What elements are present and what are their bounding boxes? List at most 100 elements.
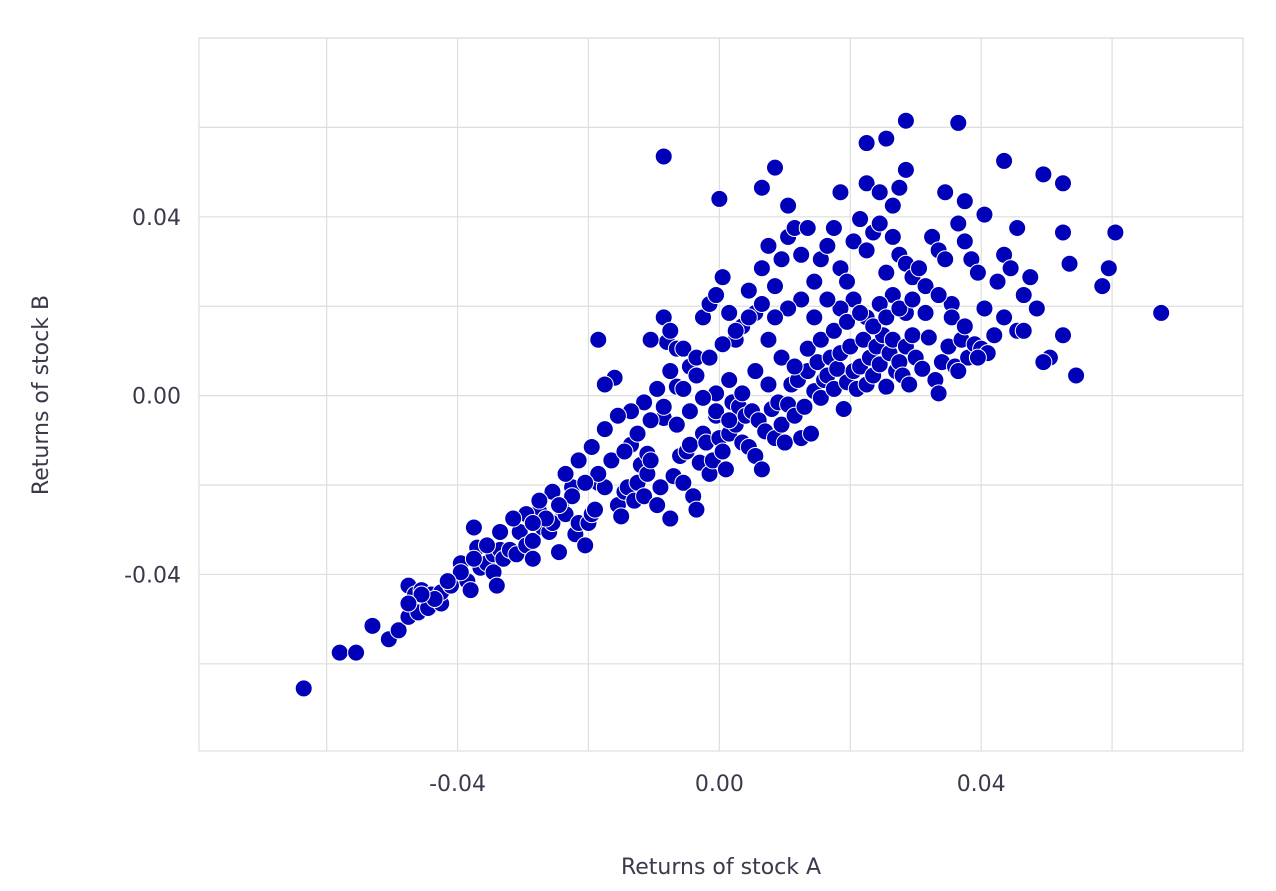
data-point: [785, 357, 804, 376]
data-point: [752, 178, 771, 197]
data-point: [900, 375, 919, 394]
data-point: [550, 496, 568, 515]
y-tick-label: 0.00: [132, 385, 181, 410]
data-point: [487, 576, 506, 595]
data-point: [834, 400, 853, 419]
data-point: [759, 236, 778, 255]
data-point: [612, 507, 631, 526]
tick-labels: -0.04 0.00 0.04 -0.04 0.00 0.04: [124, 206, 1006, 797]
data-point: [802, 424, 820, 443]
data-point: [716, 460, 735, 479]
data-point: [461, 581, 480, 600]
data-point: [851, 210, 870, 229]
data-point: [766, 277, 784, 296]
data-point: [635, 487, 654, 506]
data-point: [330, 643, 349, 662]
data-point: [523, 514, 542, 533]
data-point: [910, 259, 928, 278]
data-point: [1027, 299, 1046, 318]
data-point: [929, 286, 948, 305]
data-point: [576, 536, 595, 555]
x-axis-label: Returns of stock A: [621, 855, 821, 880]
data-point: [661, 321, 680, 340]
data-point: [1008, 218, 1027, 237]
data-point: [883, 196, 902, 215]
y-tick-label: 0.04: [132, 206, 181, 231]
data-point: [746, 362, 765, 381]
data-point: [654, 147, 673, 166]
data-point: [995, 308, 1014, 327]
data-point: [563, 487, 582, 506]
data-point: [864, 317, 883, 336]
data-point: [733, 384, 752, 403]
data-point: [608, 406, 627, 425]
data-point: [896, 111, 915, 130]
data-point: [713, 335, 732, 354]
data-point: [399, 594, 418, 613]
data-point: [792, 245, 811, 264]
data-point: [916, 277, 935, 296]
data-point: [595, 420, 614, 439]
data-points: [294, 111, 1171, 698]
data-point: [615, 442, 634, 461]
data-point: [890, 299, 909, 318]
data-point: [478, 536, 496, 555]
data-point: [798, 339, 817, 358]
data-point: [654, 397, 673, 416]
data-point: [988, 272, 1007, 291]
data-point: [877, 263, 896, 282]
data-point: [635, 393, 654, 412]
data-point: [347, 643, 366, 662]
data-point: [1060, 254, 1079, 273]
data-point: [438, 572, 457, 591]
data-point: [818, 236, 837, 255]
y-axis-label: Returns of stock B: [29, 295, 54, 495]
data-point: [720, 411, 739, 430]
data-point: [838, 312, 856, 331]
data-point: [795, 397, 814, 416]
data-point: [955, 192, 974, 211]
data-point: [896, 160, 915, 179]
data-point: [916, 303, 935, 322]
data-point: [949, 214, 968, 233]
data-point: [870, 214, 889, 233]
data-point: [641, 451, 660, 470]
data-point: [550, 543, 568, 562]
data-point: [838, 272, 856, 291]
data-point: [903, 326, 922, 345]
data-point: [968, 348, 987, 367]
data-point: [707, 402, 726, 421]
data-point: [569, 451, 588, 470]
data-point: [1054, 223, 1072, 242]
data-point: [680, 402, 699, 421]
data-point: [779, 299, 798, 318]
data-point: [752, 259, 771, 278]
data-point: [949, 362, 968, 381]
data-point: [824, 321, 843, 340]
data-point: [811, 388, 830, 407]
x-tick-label: 0.00: [695, 772, 744, 797]
data-point: [919, 328, 938, 347]
data-point: [556, 464, 575, 483]
data-point: [648, 496, 667, 515]
data-point: [294, 679, 313, 698]
data-point: [955, 317, 974, 336]
data-point: [648, 379, 667, 398]
data-point: [955, 232, 974, 251]
data-point: [739, 308, 758, 327]
data-point: [857, 174, 876, 193]
data-point: [890, 178, 909, 197]
data-point: [1054, 326, 1072, 345]
data-point: [811, 330, 830, 349]
data-point: [412, 585, 431, 604]
data-point: [530, 491, 549, 510]
data-point: [844, 232, 863, 251]
data-point: [739, 281, 758, 300]
data-point: [779, 196, 798, 215]
data-point: [389, 621, 408, 640]
data-point: [857, 241, 876, 260]
data-point: [589, 464, 608, 483]
data-point: [582, 438, 601, 457]
data-point: [942, 308, 961, 327]
data-point: [713, 268, 732, 287]
